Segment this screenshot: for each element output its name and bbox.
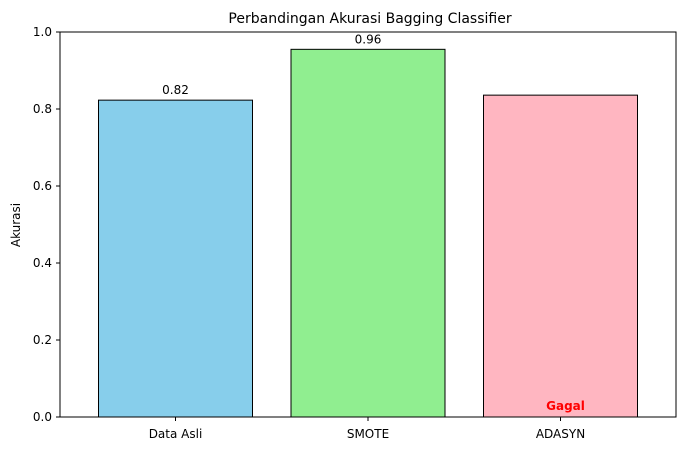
bar-data-asli [98, 99, 253, 418]
y-tick-label: 0.2 [33, 333, 52, 347]
x-tick-label: Data Asli [149, 427, 203, 441]
y-tick-label: 0.6 [33, 179, 52, 193]
chart-title: Perbandingan Akurasi Bagging Classifier [228, 11, 511, 27]
bar-adasyn [483, 94, 638, 418]
data-label: 0.82 [162, 83, 189, 97]
y-axis-label: Akurasi [9, 203, 23, 247]
plot-frame [59, 31, 677, 418]
y-tick-label: 0.4 [33, 256, 52, 270]
x-tick-label: ADASYN [536, 427, 585, 441]
plot-area: Data Asli 0.82 SMOTE 0.96 ADASYN Gagal 0.0 0.2 0… [33, 25, 677, 441]
x-tick-label: SMOTE [347, 427, 389, 441]
data-label: 0.96 [355, 32, 382, 46]
y-tick-label: 0.0 [33, 410, 52, 424]
y-tick-label: 1.0 [33, 25, 52, 39]
annotation-label: Gagal [546, 399, 585, 413]
y-tick-label: 0.8 [33, 102, 52, 116]
bar-smote [290, 48, 446, 418]
